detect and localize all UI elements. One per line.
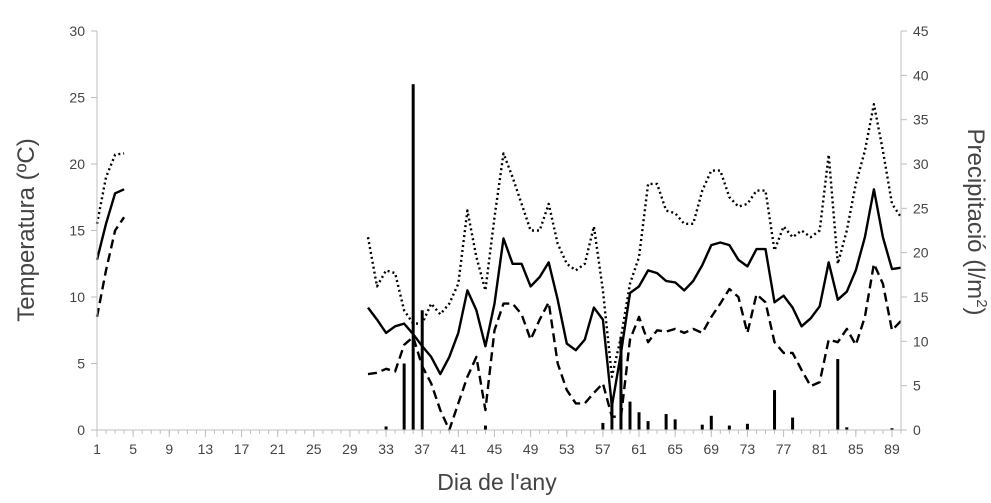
x-tick-label: 29	[342, 441, 358, 457]
y-left-tick-label: 25	[69, 90, 85, 106]
x-tick-label: 13	[198, 441, 214, 457]
temperature-line-dotted	[366, 102, 902, 378]
x-tick-label: 81	[812, 441, 828, 457]
y-axis-right-title: Precipitació (l/m2)	[962, 128, 990, 315]
x-tick-label: 41	[451, 441, 467, 457]
precipitation-bar	[384, 426, 388, 430]
precipitation-bar	[727, 425, 731, 430]
y-right-tick-label: 20	[913, 245, 929, 261]
temperature-line-solid	[95, 188, 125, 261]
precipitation-bar	[628, 401, 632, 430]
x-tick-label: 33	[378, 441, 394, 457]
temperature-line-solid	[367, 188, 902, 408]
precipitation-bar	[890, 428, 894, 430]
x-tick-label: 25	[306, 441, 322, 457]
precipitation-bar	[773, 390, 777, 430]
x-tick-label: 53	[559, 441, 575, 457]
y-axis-right-title-sup: 2	[973, 299, 990, 307]
y-axis-left-title: Temperatura (ºC)	[13, 138, 40, 321]
y-right-tick-label: 15	[913, 289, 929, 305]
temperature-line-dashed	[367, 262, 902, 432]
y-right-tick-label: 40	[913, 67, 929, 83]
x-tick-label: 69	[704, 441, 720, 457]
precipitation-bar	[791, 417, 795, 430]
x-tick-label: 57	[595, 441, 611, 457]
precipitation-bar	[646, 421, 650, 430]
precipitation-bar	[402, 363, 406, 430]
y-right-tick-label: 35	[913, 112, 929, 128]
temperature-line-dashed	[95, 216, 126, 318]
x-tick-label: 5	[129, 441, 137, 457]
y-right-tick-label: 0	[913, 422, 921, 438]
x-tick-label: 37	[414, 441, 430, 457]
precipitation-bar	[700, 424, 704, 430]
y-right-tick-label: 5	[913, 378, 921, 394]
precipitation-bar	[420, 310, 424, 430]
y-left-tick-label: 15	[69, 223, 85, 239]
y-left-tick-label: 20	[69, 156, 85, 172]
precipitation-bar	[601, 422, 605, 430]
x-tick-label: 17	[234, 441, 250, 457]
y-axis-right-title-end: )	[962, 308, 989, 316]
y-right-tick-label: 45	[913, 23, 929, 39]
x-tick-label: 45	[487, 441, 503, 457]
x-tick-label: 89	[884, 441, 900, 457]
x-tick-label: 65	[667, 441, 683, 457]
x-tick-label: 49	[523, 441, 539, 457]
x-tick-label: 77	[776, 441, 792, 457]
y-right-tick-label: 10	[913, 333, 929, 349]
x-tick-label: 21	[270, 441, 286, 457]
precipitation-bar	[483, 425, 487, 430]
precipitation-bar	[619, 336, 623, 430]
precipitation-bars	[384, 84, 894, 430]
precipitation-bar	[745, 423, 749, 430]
axes	[91, 30, 907, 437]
precipitation-bar	[836, 359, 840, 430]
precipitation-bar	[664, 414, 668, 430]
x-tick-label: 73	[740, 441, 756, 457]
temperature-line-dotted	[95, 152, 125, 225]
x-axis-title: Dia de l'any	[437, 469, 557, 495]
x-tick-label: 9	[165, 441, 173, 457]
x-tick-label: 85	[848, 441, 864, 457]
y-left-tick-label: 0	[77, 422, 85, 438]
y-left-tick-label: 30	[69, 23, 85, 39]
precipitation-bar	[673, 419, 677, 430]
y-right-tick-label: 25	[913, 200, 929, 216]
x-tick-label: 61	[631, 441, 647, 457]
temperature-lines	[95, 102, 902, 432]
y-axis-right-title-main: Precipitació (l/m	[962, 128, 989, 299]
y-left-tick-label: 5	[77, 356, 85, 372]
y-right-tick-label: 30	[913, 156, 929, 172]
x-tick-label: 1	[93, 441, 101, 457]
precipitation-bar	[845, 427, 849, 430]
precipitation-bar	[709, 415, 713, 430]
precipitation-bar	[411, 84, 415, 430]
precipitation-bar	[637, 412, 641, 430]
y-left-tick-label: 10	[69, 289, 85, 305]
